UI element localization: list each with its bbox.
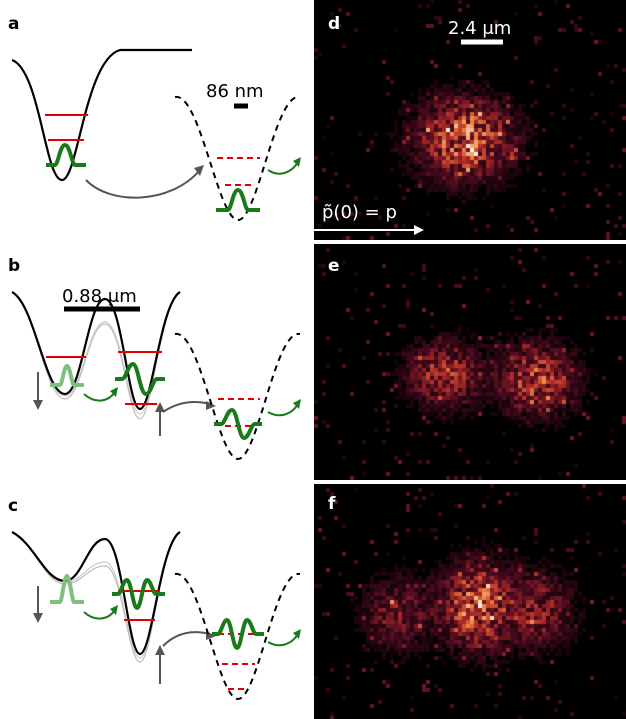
release-arrow: [267, 633, 299, 647]
density-image-f: [314, 484, 626, 719]
panel-e-label: e: [328, 256, 340, 276]
scalebar-label: 86 nm: [206, 81, 264, 102]
scalebar-label: 0.88 μm: [62, 286, 137, 307]
panel-a-schematic: [11, 48, 301, 222]
excited-wavefunction: [112, 577, 165, 611]
panel-a-label: a: [8, 14, 20, 34]
tunnel-arrow: [83, 391, 116, 402]
transfer-arrow: [162, 401, 211, 413]
double-well-potential: [11, 531, 181, 656]
tunnel-arrow-head: [110, 387, 118, 397]
transfer-arrow: [85, 169, 201, 199]
panel-f-label: f: [328, 494, 336, 514]
release-arrow: [267, 161, 299, 175]
momentum-arrow-head: [414, 225, 424, 235]
panel-a: a 86 nm: [0, 0, 312, 240]
trap-potential-dashed: [174, 333, 301, 461]
up-arrow-head: [155, 402, 165, 412]
momentum-label: p̃(0) = p: [322, 202, 397, 223]
up-arrow-head: [155, 645, 165, 655]
tunnel-arrow: [83, 609, 116, 620]
trap-potential-solid: [11, 48, 192, 182]
release-arrow-head: [293, 399, 301, 409]
trap-potential-dashed: [174, 573, 301, 701]
panel-d: d 2.4 μm p̃(0) = p: [314, 0, 626, 240]
panel-d-label: d: [328, 14, 341, 34]
ground-state-wavefunction: [46, 142, 86, 167]
density-image-e: [314, 244, 626, 480]
down-arrow-head: [33, 400, 43, 410]
excited-wavefunction: [212, 617, 264, 651]
transfer-arrow-head: [194, 165, 204, 176]
release-arrow: [267, 403, 299, 417]
faded-wavefunction: [50, 363, 84, 387]
ground-state-wavefunction: [216, 187, 260, 212]
trap-potential-dashed: [174, 95, 301, 222]
panel-d-overlay: [314, 39, 503, 235]
panel-f: f: [314, 484, 626, 719]
scalebar-label: 2.4 μm: [448, 18, 512, 39]
panel-c: c: [0, 484, 312, 719]
tunnel-arrow-head: [110, 605, 118, 615]
panel-b: b 0.88 μm: [0, 244, 312, 480]
release-arrow-head: [293, 157, 301, 167]
excited-wavefunction: [115, 361, 165, 397]
release-arrow-head: [293, 629, 301, 639]
panel-e: e: [314, 244, 626, 480]
panel-b-schematic: [11, 291, 301, 461]
down-arrow-head: [33, 613, 43, 623]
excited-wavefunction: [214, 407, 262, 441]
transfer-arrow-head: [206, 401, 216, 410]
transfer-arrow: [162, 631, 211, 647]
faded-wavefunction: [50, 573, 84, 604]
panel-b-label: b: [8, 256, 21, 276]
panel-c-label: c: [8, 496, 19, 516]
panel-c-schematic: [11, 531, 301, 701]
